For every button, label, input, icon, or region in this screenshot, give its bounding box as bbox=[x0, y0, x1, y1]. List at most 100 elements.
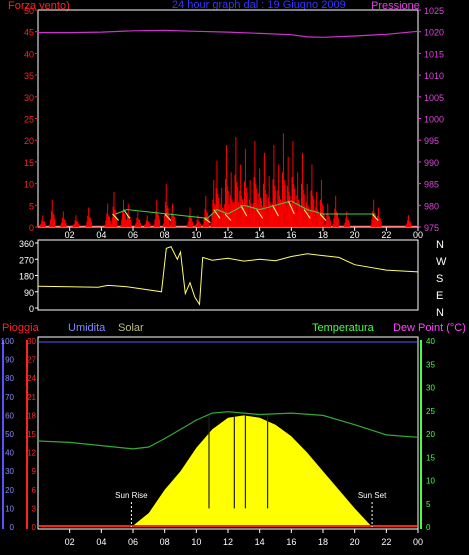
direction-tick-label: 270 bbox=[19, 255, 34, 265]
gust-mark bbox=[256, 209, 264, 219]
rain-tick-label: 21 bbox=[27, 393, 36, 402]
rain-tick-label: 24 bbox=[27, 374, 36, 383]
humidity-tick-label: 30 bbox=[5, 467, 14, 476]
wind-tick-label: 15 bbox=[24, 158, 34, 168]
hour-tick-label: 06 bbox=[128, 537, 138, 547]
temperature-tick-label: 35 bbox=[426, 360, 435, 369]
temperature-tick-label: 0 bbox=[426, 523, 431, 532]
wind-tick-label: 35 bbox=[24, 71, 34, 81]
hour-tick-label: 22 bbox=[381, 537, 391, 547]
direction-tick-label: 180 bbox=[19, 272, 34, 282]
gust-mark bbox=[287, 200, 295, 215]
pressure-tick-label: 1025 bbox=[424, 6, 444, 16]
pressure-tick-label: 990 bbox=[424, 158, 439, 168]
compass-label: S bbox=[436, 273, 443, 285]
wind-avg-line bbox=[115, 200, 376, 219]
compass-label: W bbox=[436, 256, 447, 268]
gust-mark bbox=[164, 213, 172, 221]
hour-tick-label: 10 bbox=[191, 230, 201, 240]
rain-tick-label: 18 bbox=[27, 411, 36, 420]
humidity-tick-label: 20 bbox=[5, 486, 14, 495]
hour-tick-label: 04 bbox=[96, 537, 106, 547]
rain-tick-label: 30 bbox=[27, 337, 36, 346]
hour-tick-label: 08 bbox=[160, 230, 170, 240]
pressure-tick-label: 1005 bbox=[424, 93, 444, 103]
gust-mark bbox=[112, 213, 119, 221]
pressure-tick-label: 1020 bbox=[424, 28, 444, 38]
hour-tick-label: 16 bbox=[286, 230, 296, 240]
humidity-tick-label: 60 bbox=[5, 411, 14, 420]
hour-tick-label: 04 bbox=[96, 230, 106, 240]
pressure-tick-label: 975 bbox=[424, 223, 439, 233]
direction-line bbox=[37, 245, 419, 306]
hour-tick-label: 12 bbox=[223, 537, 233, 547]
wind-panel-label: Forza vento) bbox=[8, 0, 70, 12]
wind-tick-label: 40 bbox=[24, 49, 34, 59]
temperature-tick-label: 15 bbox=[426, 453, 435, 462]
temperature-tick-label: 5 bbox=[426, 500, 431, 509]
temperature-line bbox=[37, 411, 419, 450]
pressure-tick-label: 1010 bbox=[424, 71, 444, 81]
hour-tick-label: 10 bbox=[191, 537, 201, 547]
gust-mark bbox=[272, 205, 279, 217]
wind-tick-label: 0 bbox=[29, 223, 34, 233]
rain-tick-label: 0 bbox=[32, 523, 37, 532]
rain-tick-label: 9 bbox=[32, 467, 37, 476]
gust-mark bbox=[240, 205, 248, 217]
solar-area bbox=[131, 415, 373, 527]
temperature-tick-label: 30 bbox=[426, 384, 435, 393]
temperature-tick-label: 40 bbox=[426, 337, 435, 346]
hour-tick-label: 12 bbox=[223, 230, 233, 240]
compass-label: N bbox=[436, 307, 444, 319]
direction-tick-label: 90 bbox=[24, 288, 34, 298]
humidity-tick-label: 0 bbox=[10, 523, 15, 532]
hour-tick-label: 18 bbox=[318, 537, 328, 547]
hour-tick-label: 00 bbox=[413, 230, 423, 240]
sun-annotation: Sun Set bbox=[358, 491, 387, 500]
humidity-tick-label: 90 bbox=[5, 356, 14, 365]
humidity-tick-label: 70 bbox=[5, 393, 14, 402]
gust-mark bbox=[319, 213, 327, 221]
gust-mark bbox=[224, 213, 232, 221]
wind-tick-label: 45 bbox=[24, 28, 34, 38]
sun-annotation: Sun Rise bbox=[115, 491, 148, 500]
humidity-tick-label: 50 bbox=[5, 430, 14, 439]
dewpoint-label: Dew Point (°C) bbox=[393, 322, 466, 334]
gust-mark bbox=[123, 209, 131, 219]
temperature-tick-label: 25 bbox=[426, 407, 435, 416]
rain-tick-label: 12 bbox=[27, 449, 36, 458]
direction-tick-label: 0 bbox=[29, 304, 34, 314]
hour-tick-label: 02 bbox=[65, 230, 75, 240]
temperature-tick-label: 10 bbox=[426, 477, 435, 486]
chart-title: 24 hour graph dal : 19 Giugno 2009 bbox=[172, 0, 346, 11]
wind-tick-label: 25 bbox=[24, 115, 34, 125]
pressure-tick-label: 985 bbox=[424, 180, 439, 190]
pressure-tick-label: 980 bbox=[424, 201, 439, 211]
temperature-label: Temperatura bbox=[312, 322, 375, 334]
pressure-tick-label: 995 bbox=[424, 136, 439, 146]
direction-tick-label: 360 bbox=[19, 239, 34, 249]
hour-tick-label: 02 bbox=[65, 537, 75, 547]
gust-mark bbox=[303, 209, 311, 219]
wind-tick-label: 30 bbox=[24, 93, 34, 103]
gust-mark bbox=[204, 217, 211, 224]
wind-tick-label: 5 bbox=[29, 201, 34, 211]
humidity-label: Umidita bbox=[68, 322, 106, 334]
rain-tick-label: 15 bbox=[27, 430, 36, 439]
humidity-tick-label: 40 bbox=[5, 449, 14, 458]
compass-label: E bbox=[436, 290, 443, 302]
wind-tick-label: 10 bbox=[24, 180, 34, 190]
pressure-tick-label: 1000 bbox=[424, 115, 444, 125]
hour-tick-label: 16 bbox=[286, 537, 296, 547]
gust-mark bbox=[371, 213, 379, 221]
rain-tick-label: 3 bbox=[32, 504, 37, 513]
rain-tick-label: 27 bbox=[27, 356, 36, 365]
hour-tick-label: 22 bbox=[381, 230, 391, 240]
hour-tick-label: 08 bbox=[160, 537, 170, 547]
solar-label: Solar bbox=[118, 322, 144, 334]
pressure-panel-label: Pressione bbox=[371, 0, 420, 12]
wind-tick-label: 50 bbox=[24, 6, 34, 16]
pressure-line bbox=[38, 29, 419, 38]
wind-tick-label: 20 bbox=[24, 136, 34, 146]
